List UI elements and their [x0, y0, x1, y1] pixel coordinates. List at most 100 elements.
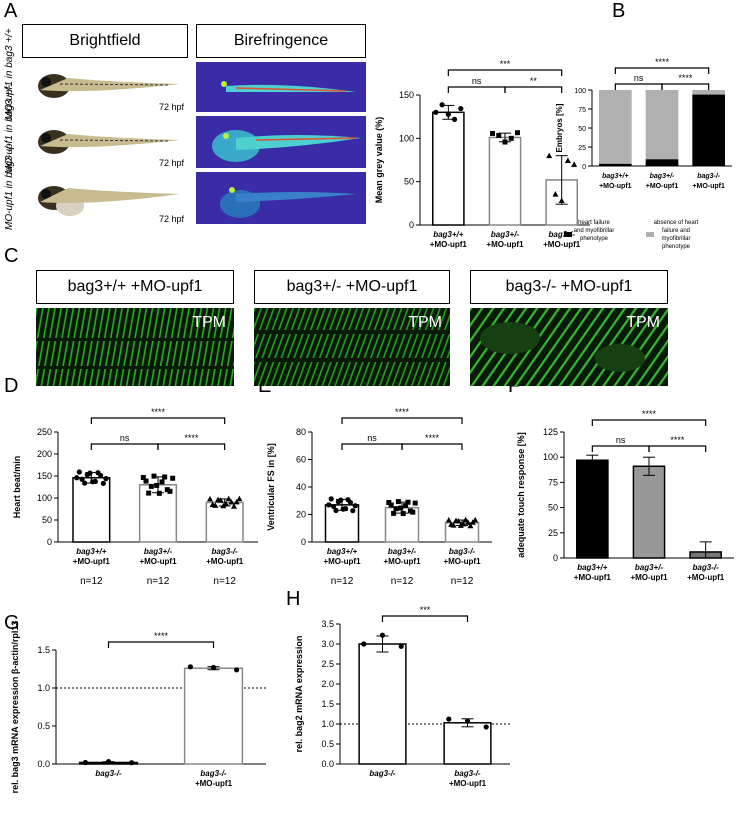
bar — [632, 465, 666, 559]
panel-c-header-wt: bag3+/+ +MO-upf1 — [36, 270, 234, 304]
data-point — [328, 496, 334, 502]
data-point — [103, 476, 109, 482]
panel-c-header-text: bag3+/+ +MO-upf1 — [67, 278, 203, 295]
striation-pattern — [470, 308, 668, 386]
panel-letter-c: C — [4, 245, 19, 267]
x-tick-label: bag3-/- — [697, 173, 721, 180]
data-point — [234, 667, 240, 673]
y-tick-label: 3.0 — [321, 639, 334, 649]
significance-bracket — [648, 445, 707, 452]
tpm-image-ko: TPM — [470, 308, 668, 386]
data-point — [236, 495, 243, 502]
y-tick-label: 50 — [578, 126, 586, 133]
birefringence-image-ko — [196, 172, 366, 224]
chart-f: 0 25 50 75 100 125 adequate touch response [%]… — [516, 409, 734, 582]
brightfield-image-ko: 72 hpf — [30, 174, 188, 226]
bar — [488, 136, 522, 226]
y-tick-label: 75 — [578, 107, 586, 114]
data-point — [386, 500, 392, 506]
data-point — [76, 469, 82, 475]
legend-label: and myofibrillar — [574, 228, 615, 234]
hpf-label: 72 hpf — [158, 102, 184, 112]
significance-bracket — [90, 417, 226, 424]
data-point — [187, 664, 193, 670]
n-label: n=12 — [451, 576, 474, 587]
data-point — [82, 759, 88, 766]
data-point — [462, 516, 469, 523]
bar — [576, 459, 609, 559]
data-point — [403, 503, 409, 509]
x-tick-label: bag3-/- — [549, 230, 576, 239]
data-point — [231, 503, 237, 509]
striation-pattern — [36, 308, 234, 386]
y-axis-label: adequate touch response [%] — [516, 432, 526, 558]
significance-bracket — [661, 83, 710, 90]
y-axis-label: Ventricular FS in [%] — [266, 443, 276, 531]
data-point — [207, 495, 213, 502]
larva-drawing — [38, 74, 180, 98]
significance-bracket — [447, 86, 506, 93]
significance-bracket — [107, 641, 215, 648]
x-tick-label: +MO-upf1 — [646, 183, 679, 190]
bar-segment — [599, 90, 632, 164]
chart-g: 0.0 0.5 1.0 1.5 rel. bag3 mRNA expression β-… — [10, 621, 266, 793]
data-point — [398, 505, 404, 511]
data-point — [326, 502, 332, 508]
tpm-label: TPM — [192, 314, 226, 331]
hpf-label: 72 hpf — [158, 214, 184, 224]
y-tick-label: 60 — [296, 455, 306, 465]
data-point — [350, 508, 356, 514]
significance-label: ns — [120, 433, 130, 443]
x-tick-label: +MO-upf1 — [543, 240, 581, 249]
tpm-label: TPM — [408, 314, 442, 331]
significance-label: **** — [154, 631, 169, 641]
y-axis-label: rel. bag2 mRNA expression — [294, 636, 304, 753]
y-tick-label: 0.0 — [37, 759, 50, 769]
y-tick-label: 0.5 — [321, 739, 334, 749]
birefringence-header: Birefringence — [196, 24, 366, 58]
significance-label: **** — [395, 407, 410, 417]
x-tick-label: bag3-/- — [212, 547, 239, 556]
data-point — [225, 495, 232, 502]
n-label: n=12 — [213, 576, 236, 587]
y-tick-label: 100 — [574, 88, 586, 95]
data-point — [502, 139, 508, 145]
y-tick-label: 0.0 — [321, 759, 334, 769]
y-tick-label: 2.5 — [321, 659, 334, 669]
data-point — [79, 476, 85, 482]
legend-label: failure and — [662, 228, 690, 234]
y-tick-label: 3.5 — [321, 619, 334, 629]
chart-h: 0.0 0.5 1.0 1.5 2.0 2.5 3.0 3.5 rel. bag2 mRNA e… — [294, 605, 510, 788]
significance-bracket — [591, 445, 650, 452]
data-point — [465, 519, 471, 525]
n-label: n=12 — [391, 576, 414, 587]
data-point — [388, 502, 394, 508]
x-tick-label: bag3+/+ — [76, 547, 107, 556]
bar — [205, 501, 244, 543]
panel-c-header-ko: bag3-/- +MO-upf1 — [470, 270, 668, 304]
data-point — [451, 116, 458, 122]
x-tick-label: +MO-upf1 — [449, 779, 487, 788]
y-tick-label: 200 — [37, 449, 52, 459]
y-axis-label: Heart beat/min — [12, 456, 22, 519]
birefringence-image-het — [196, 116, 366, 168]
data-point — [217, 497, 224, 503]
row-label-ko: MO-upf1 in bag3 -/- — [4, 143, 15, 230]
significance-bracket — [341, 443, 403, 450]
y-tick-label: 1.0 — [37, 683, 50, 693]
data-point — [552, 191, 559, 197]
data-point — [223, 500, 229, 507]
data-point — [146, 490, 152, 496]
legend-label: phenotype — [580, 236, 609, 242]
x-tick-label: +MO-upf1 — [630, 573, 668, 582]
data-point — [457, 522, 464, 528]
x-tick-label: bag3+/- — [650, 173, 675, 180]
x-tick-label: bag3+/- — [144, 547, 173, 556]
x-tick-label: bag3-/- — [200, 769, 227, 778]
x-tick-label: bag3-/- — [369, 769, 396, 778]
significance-bracket — [614, 83, 663, 90]
y-tick-label: 2.0 — [321, 679, 334, 689]
bar-segment — [692, 94, 725, 166]
data-point — [546, 152, 553, 159]
significance-bracket — [447, 69, 563, 76]
